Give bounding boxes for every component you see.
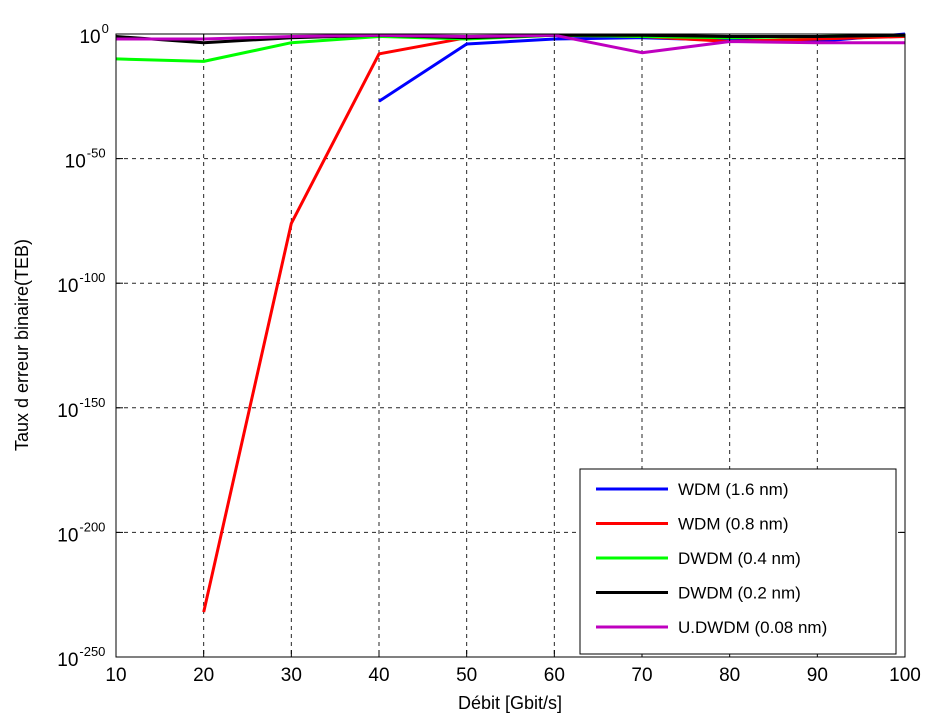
x-tick-label: 100 [889, 665, 921, 686]
x-tick-label: 10 [105, 665, 126, 686]
x-tick-labels: 10 20 30 40 50 60 70 80 90 100 [105, 665, 920, 686]
y-tick-label-exponent: -50 [87, 146, 106, 161]
y-tick-label-base: 10 [79, 27, 100, 48]
x-axis-label: Débit [Gbit/s] [458, 693, 562, 713]
y-tick-label-exponent: -200 [79, 519, 105, 534]
y-tick-label-exponent: -150 [79, 395, 105, 410]
legend-box [579, 468, 897, 655]
y-tick-label-base: 10 [57, 650, 78, 671]
x-tick-label: 40 [368, 665, 389, 686]
legend-label-2: WDM (0.8 nm) [678, 515, 789, 534]
y-tick-label-exponent: 0 [102, 21, 109, 36]
x-tick-label: 30 [281, 665, 302, 686]
legend-label-4: DWDM (0.2 nm) [678, 584, 801, 603]
legend-label-5: U.DWDM (0.08 nm) [678, 618, 827, 637]
y-tick-label-exponent: -100 [79, 270, 105, 285]
series-lines [115, 32, 906, 613]
y-tick-label-base: 10 [57, 401, 78, 422]
x-tick-label: 80 [719, 665, 740, 686]
legend-label-3: DWDM (0.4 nm) [678, 549, 801, 568]
series-line-5 [116, 33, 905, 55]
x-tick-label: 60 [544, 665, 565, 686]
y-tick-label-base: 10 [65, 152, 86, 173]
y-tick-label-base: 10 [57, 525, 78, 546]
x-tick-label: 90 [807, 665, 828, 686]
y-tick-label-exponent: -250 [79, 644, 105, 659]
x-tick-label: 50 [456, 665, 477, 686]
axes-box [115, 33, 906, 658]
legend-label-1: WDM (1.6 nm) [678, 480, 789, 499]
y-tick-label-base: 10 [57, 276, 78, 297]
x-tick-label: 20 [193, 665, 214, 686]
x-tick-label: 70 [631, 665, 652, 686]
y-axis-label: Taux d erreur binaire(TEB) [12, 239, 32, 451]
legend: WDM (1.6 nm) WDM (0.8 nm) DWDM (0.4 nm) DWD… [579, 468, 897, 655]
